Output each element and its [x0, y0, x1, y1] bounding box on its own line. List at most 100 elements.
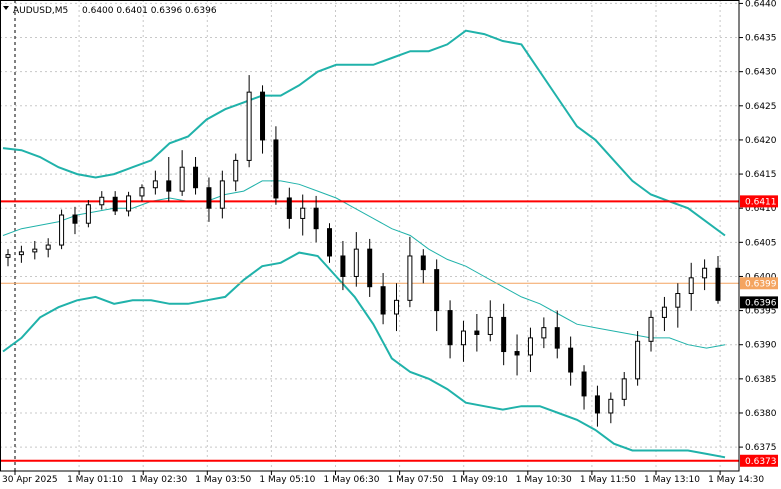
candle [487, 300, 493, 342]
candle [675, 283, 681, 328]
candle [594, 385, 600, 427]
candle-body-up [702, 267, 708, 279]
candle-body-up [233, 159, 239, 182]
candle-body-down [112, 196, 118, 212]
candle [99, 191, 105, 210]
price-tick-label: 0.6430 [745, 68, 777, 78]
candle-body-down [206, 187, 212, 209]
dropdown-arrow-icon[interactable] [3, 6, 9, 10]
bollinger-middle-band [2, 180, 726, 349]
bollinger-bands [2, 29, 726, 459]
candle-body-down [72, 214, 78, 224]
candle [246, 75, 252, 168]
candle-body-down [501, 316, 507, 353]
candle [313, 195, 319, 243]
candle-body-up [675, 293, 681, 308]
candle-body-down [514, 351, 520, 356]
candle-body-down [313, 207, 319, 230]
time-tick-label: 1 May 05:10 [259, 475, 315, 485]
candle [112, 191, 118, 216]
candle [715, 255, 721, 304]
candle-body-down [166, 180, 172, 192]
price-tick-label: 0.6405 [745, 238, 777, 248]
candle-body-up [688, 277, 694, 295]
candlesticks [5, 75, 721, 427]
chart-header: AUDUSD,M5 0.6400 0.6401 0.6396 0.6396 [3, 6, 217, 16]
price-level-badge [740, 195, 778, 208]
candle-body-up [59, 214, 65, 246]
time-tick-label: 30 Apr 2025 [2, 475, 58, 485]
candle [648, 310, 654, 352]
candle [541, 317, 547, 349]
candle [635, 331, 641, 386]
time-tick-label: 1 May 06:30 [324, 475, 380, 485]
candle-body-up [648, 316, 654, 342]
candle [501, 303, 507, 366]
candle-body-up [460, 330, 466, 346]
candle [72, 206, 78, 235]
time-tick-label: 1 May 14:30 [708, 475, 764, 485]
ohlc-label: 0.6400 0.6401 0.6396 0.6396 [82, 6, 217, 16]
price-tick-label: 0.6410 [745, 204, 777, 214]
time-tick-label: 1 May 07:50 [388, 475, 444, 485]
candle-body-up [527, 337, 533, 356]
candle [85, 200, 91, 228]
candle [407, 236, 413, 308]
candle [393, 283, 399, 332]
candle-body-up [300, 207, 306, 219]
candle-body-down [554, 327, 560, 349]
candle-body-up [179, 166, 185, 192]
candle [460, 320, 466, 362]
candle [45, 238, 51, 258]
candle-body-down [434, 269, 440, 312]
candle [152, 170, 158, 195]
candle-body-down [327, 228, 333, 257]
candle [434, 259, 440, 332]
candle-body-down [420, 255, 426, 271]
candle-body-up [487, 316, 493, 335]
candle [219, 170, 225, 219]
price-tick-label: 0.6380 [745, 409, 777, 419]
candle-body-up [541, 327, 547, 339]
candle [608, 392, 614, 424]
candle-body-up [32, 248, 38, 253]
bollinger-lower-band [2, 251, 726, 459]
candle [179, 150, 185, 196]
time-tick-label: 1 May 13:10 [644, 475, 700, 485]
candle-body-up [152, 180, 158, 189]
candle [233, 153, 239, 192]
time-tick-label: 1 May 09:10 [452, 475, 508, 485]
candle-body-up [5, 254, 11, 258]
candle-body-up [608, 398, 614, 414]
time-tick-label: 1 May 10:30 [516, 475, 572, 485]
candle-body-down [594, 395, 600, 414]
price-level-label: 0.6373 [745, 457, 777, 467]
price-tick-label: 0.6375 [745, 443, 777, 453]
price-tick-label: 0.6440 [745, 0, 777, 9]
candle-body-up [246, 91, 252, 161]
price-level-label: 0.6399 [745, 279, 777, 289]
plot-frame [0, 0, 740, 472]
candle [420, 249, 426, 284]
chart-grid [0, 0, 739, 471]
price-tick-label: 0.6395 [745, 307, 777, 317]
candle [286, 187, 292, 229]
candle-body-down [367, 248, 373, 288]
candle [166, 157, 172, 202]
candle [273, 126, 279, 205]
candle-body-up [407, 255, 413, 301]
candle-body-down [568, 347, 574, 373]
candle [32, 240, 38, 260]
candle [447, 300, 453, 359]
candle [474, 314, 480, 352]
candle [340, 240, 346, 291]
candle [554, 310, 560, 359]
candle-body-up [661, 306, 667, 318]
candle [139, 184, 145, 202]
candle-body-up [635, 340, 641, 380]
candle [688, 262, 694, 311]
price-tick-label: 0.6415 [745, 170, 777, 180]
candle-body-up [126, 195, 132, 212]
price-tick-label: 0.6390 [745, 341, 777, 351]
